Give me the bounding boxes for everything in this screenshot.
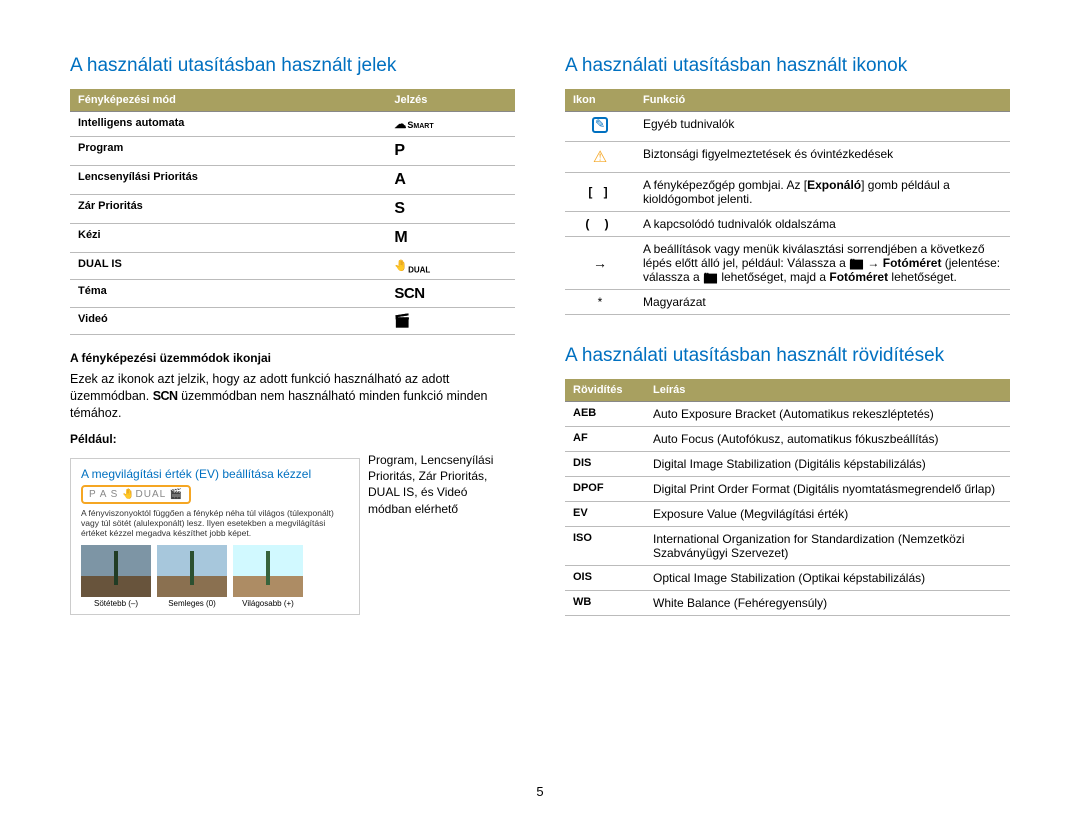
desc-cell: Optical Image Stabilization (Optikai kép… bbox=[645, 566, 1010, 591]
th-desc: Leírás bbox=[645, 379, 1010, 402]
dual-icon bbox=[394, 258, 408, 272]
mode-name: Videó bbox=[70, 308, 386, 335]
th-abbr: Rövidítés bbox=[565, 379, 645, 402]
paren-icon: ( ) bbox=[585, 217, 614, 231]
example-title: A megvilágítási érték (EV) beállítása ké… bbox=[81, 467, 349, 481]
abbr-cell: ISO bbox=[565, 527, 645, 566]
right-top-title: A használati utasításban használt ikonok bbox=[565, 55, 1010, 77]
letter-icon: A bbox=[394, 171, 406, 189]
example-side-text: Program, Lencsenyílási Prioritás, Zár Pr… bbox=[368, 452, 498, 517]
mode-symbol: A bbox=[386, 166, 515, 195]
camera-icon: 📷 bbox=[703, 270, 718, 284]
func-cell: Egyéb tudnivalók bbox=[635, 112, 1010, 142]
func-cell: A beállítások vagy menük kiválasztási so… bbox=[635, 237, 1010, 290]
icon-cell: ⚠ bbox=[565, 142, 635, 173]
mode-symbol: M bbox=[386, 224, 515, 253]
page-columns: A használati utasításban használt jelek … bbox=[70, 55, 1010, 632]
scn-icon: SCN bbox=[394, 285, 424, 302]
left-column: A használati utasításban használt jelek … bbox=[70, 55, 515, 632]
example-desc: A fényviszonyoktól függően a fénykép néh… bbox=[81, 508, 349, 539]
thumb-img-dark bbox=[81, 545, 151, 597]
thumb-img-neutral bbox=[157, 545, 227, 597]
abbr-cell: DPOF bbox=[565, 477, 645, 502]
mode-name: Téma bbox=[70, 280, 386, 308]
scn-inline: SCN bbox=[153, 389, 178, 403]
icons-table: Ikon Funkció Egyéb tudnivalók ⚠ Biztonsági… bbox=[565, 89, 1010, 315]
thumb-label: Világosabb (+) bbox=[242, 599, 294, 608]
func-cell: Magyarázat bbox=[635, 290, 1010, 315]
mode-symbol: DUAL bbox=[386, 253, 515, 280]
icon-cell: ( ) bbox=[565, 212, 635, 237]
abbr-cell: DIS bbox=[565, 452, 645, 477]
note-icon bbox=[592, 117, 608, 133]
mode-strip: P A S 🤚DUAL 🎬 bbox=[81, 485, 191, 504]
thumb-label: Semleges (0) bbox=[168, 599, 216, 608]
star-icon: * bbox=[598, 295, 603, 309]
abbr-cell: OIS bbox=[565, 566, 645, 591]
abbr-cell: EV bbox=[565, 502, 645, 527]
mode-symbol: P bbox=[386, 137, 515, 166]
example-label: Például: bbox=[70, 432, 515, 446]
left-title: A használati utasításban használt jelek bbox=[70, 55, 515, 77]
mode-symbol bbox=[386, 308, 515, 335]
mode-name: Kézi bbox=[70, 224, 386, 253]
video-icon bbox=[394, 314, 410, 328]
sub1-heading: A fényképezési üzemmódok ikonjai bbox=[70, 351, 515, 365]
letter-icon: M bbox=[394, 229, 407, 247]
icon-cell: * bbox=[565, 290, 635, 315]
thumbs-row: Sötétebb (–) Semleges (0) Világosabb (+) bbox=[81, 545, 349, 608]
icon-cell: [ ] bbox=[565, 173, 635, 212]
mode-name: Intelligens automata bbox=[70, 112, 386, 137]
thumb: Világosabb (+) bbox=[233, 545, 303, 608]
th-icon: Ikon bbox=[565, 89, 635, 112]
example-box: A megvilágítási érték (EV) beállítása ké… bbox=[70, 458, 360, 615]
desc-cell: Auto Exposure Bracket (Automatikus rekes… bbox=[645, 402, 1010, 427]
desc-cell: Exposure Value (Megvilágítási érték) bbox=[645, 502, 1010, 527]
page-number: 5 bbox=[0, 784, 1080, 799]
mode-name: Zár Prioritás bbox=[70, 195, 386, 224]
desc-cell: Digital Image Stabilization (Digitális k… bbox=[645, 452, 1010, 477]
func-cell: A fényképezőgép gombjai. Az [Exponáló] g… bbox=[635, 173, 1010, 212]
abbrev-table: Rövidítés Leírás AEBAuto Exposure Bracke… bbox=[565, 379, 1010, 616]
mode-symbol: S bbox=[386, 195, 515, 224]
smart-icon: SMART bbox=[394, 120, 433, 130]
th-mode: Fényképezési mód bbox=[70, 89, 386, 112]
desc-cell: International Organization for Standardi… bbox=[645, 527, 1010, 566]
shooting-modes-table: Fényképezési mód Jelzés Intelligens auto… bbox=[70, 89, 515, 335]
bracket-icon: [ ] bbox=[588, 185, 611, 199]
mode-symbol: SCN bbox=[386, 280, 515, 308]
desc-cell: Auto Focus (Autofókusz, automatikus fóku… bbox=[645, 427, 1010, 452]
abbr-cell: AF bbox=[565, 427, 645, 452]
desc-cell: White Balance (Fehéregyensúly) bbox=[645, 591, 1010, 616]
thumb-label: Sötétebb (–) bbox=[94, 599, 138, 608]
arrow-icon: → bbox=[593, 255, 607, 271]
sub1-body: Ezek az ikonok azt jelzik, hogy az adott… bbox=[70, 371, 515, 422]
func-cell: Biztonsági figyelmeztetések és óvintézke… bbox=[635, 142, 1010, 173]
abbr-cell: WB bbox=[565, 591, 645, 616]
mode-name: DUAL IS bbox=[70, 253, 386, 280]
mode-name: Lencsenyílási Prioritás bbox=[70, 166, 386, 195]
letter-icon: P bbox=[394, 142, 405, 160]
right-bottom-title: A használati utasításban használt rövidí… bbox=[565, 345, 1010, 367]
camera-icon: 📷 bbox=[849, 256, 864, 270]
mode-name: Program bbox=[70, 137, 386, 166]
abbr-cell: AEB bbox=[565, 402, 645, 427]
icon-cell bbox=[565, 112, 635, 142]
mode-symbol: SMART bbox=[386, 112, 515, 137]
th-symbol: Jelzés bbox=[386, 89, 515, 112]
thumb-img-bright bbox=[233, 545, 303, 597]
desc-cell: Digital Print Order Format (Digitális ny… bbox=[645, 477, 1010, 502]
right-column: A használati utasításban használt ikonok… bbox=[565, 55, 1010, 632]
thumb: Semleges (0) bbox=[157, 545, 227, 608]
warn-icon: ⚠ bbox=[593, 149, 607, 166]
thumb: Sötétebb (–) bbox=[81, 545, 151, 608]
th-func: Funkció bbox=[635, 89, 1010, 112]
func-cell: A kapcsolódó tudnivalók oldalszáma bbox=[635, 212, 1010, 237]
icon-cell: → bbox=[565, 237, 635, 290]
letter-icon: S bbox=[394, 200, 405, 218]
